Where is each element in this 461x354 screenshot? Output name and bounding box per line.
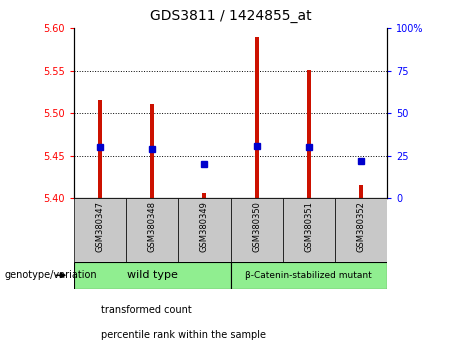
Bar: [230, 198, 283, 262]
Bar: [283, 198, 335, 262]
Text: GDS3811 / 1424855_at: GDS3811 / 1424855_at: [150, 9, 311, 23]
Text: GSM380348: GSM380348: [148, 201, 157, 252]
Bar: [202, 193, 207, 198]
Text: transformed count: transformed count: [101, 305, 192, 315]
Bar: [126, 198, 178, 262]
Bar: [254, 37, 259, 198]
Bar: [74, 262, 230, 289]
Bar: [359, 185, 363, 198]
Text: genotype/variation: genotype/variation: [5, 270, 97, 280]
Text: β-Catenin-stabilized mutant: β-Catenin-stabilized mutant: [246, 271, 372, 280]
Bar: [98, 100, 102, 198]
Bar: [150, 104, 154, 198]
Bar: [335, 198, 387, 262]
Text: GSM380347: GSM380347: [95, 201, 104, 252]
Bar: [307, 70, 311, 198]
Text: GSM380350: GSM380350: [252, 201, 261, 252]
Bar: [74, 198, 126, 262]
Bar: [230, 262, 387, 289]
Text: GSM380349: GSM380349: [200, 201, 209, 252]
Text: GSM380352: GSM380352: [357, 201, 366, 252]
Text: wild type: wild type: [127, 270, 177, 280]
Text: percentile rank within the sample: percentile rank within the sample: [101, 330, 266, 339]
Text: GSM380351: GSM380351: [304, 201, 313, 252]
Bar: [178, 198, 230, 262]
